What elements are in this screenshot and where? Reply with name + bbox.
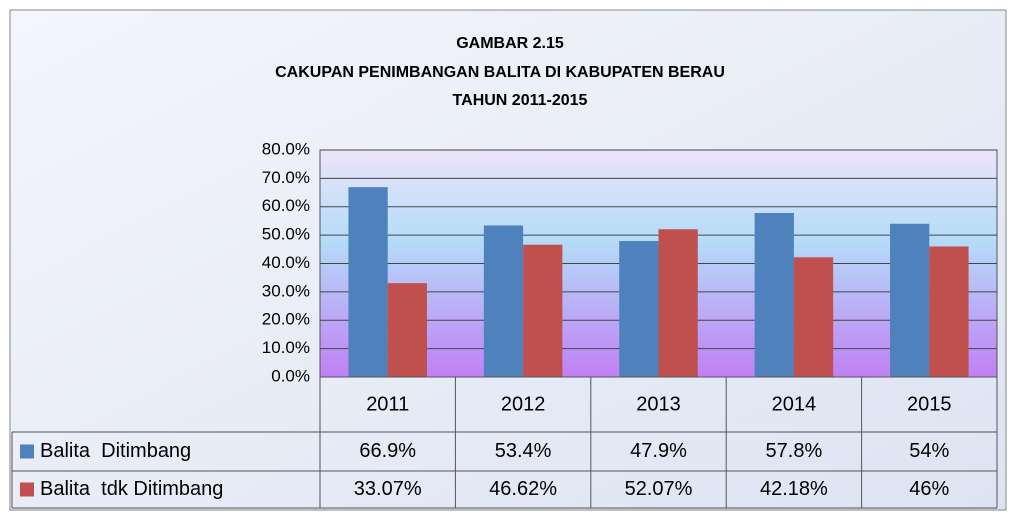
y-tick-label: 80.0%	[262, 139, 310, 158]
bar	[793, 257, 834, 377]
y-tick-label: 60.0%	[262, 196, 310, 215]
bar	[929, 246, 969, 377]
x-tick-label: 2014	[772, 393, 817, 415]
y-tick-label: 20.0%	[262, 310, 310, 329]
x-tick-label: 2013	[636, 393, 681, 415]
legend-swatch	[20, 482, 34, 497]
data-label: 33.07%	[354, 478, 422, 500]
chart-title: CAKUPAN PENIMBANGAN BALITA DI KABUPATEN …	[275, 64, 725, 81]
data-label: 42.18%	[760, 478, 828, 500]
legend-label: Balita tdk Ditimbang	[40, 478, 223, 500]
x-tick-label: 2015	[907, 393, 952, 415]
y-tick-label: 0.0%	[271, 366, 310, 385]
y-tick-label: 50.0%	[262, 225, 310, 244]
data-label: 54%	[909, 440, 949, 462]
y-tick-label: 70.0%	[262, 168, 310, 187]
y-tick-label: 40.0%	[262, 253, 310, 272]
data-label: 46%	[909, 478, 949, 500]
bar	[619, 241, 659, 377]
chart-title: GAMBAR 2.15	[456, 35, 564, 52]
x-tick-label: 2012	[501, 393, 546, 415]
legend-swatch	[20, 444, 34, 459]
data-label: 47.9%	[630, 440, 687, 462]
y-tick-label: 30.0%	[262, 281, 310, 300]
y-tick-label: 10.0%	[262, 338, 310, 357]
data-label: 52.07%	[625, 478, 693, 500]
bar	[483, 225, 524, 377]
bar	[754, 212, 794, 377]
data-label: 53.4%	[495, 440, 552, 462]
data-label: 57.8%	[766, 440, 823, 462]
bar	[387, 283, 427, 377]
bar	[523, 244, 563, 377]
legend-label: Balita Ditimbang	[40, 440, 191, 462]
bar	[348, 187, 388, 377]
data-label: 46.62%	[489, 478, 557, 500]
chart-title: TAHUN 2011-2015	[453, 92, 588, 109]
bar	[658, 229, 698, 377]
data-label: 66.9%	[359, 440, 416, 462]
x-tick-label: 2011	[366, 393, 409, 415]
bar	[890, 223, 930, 377]
